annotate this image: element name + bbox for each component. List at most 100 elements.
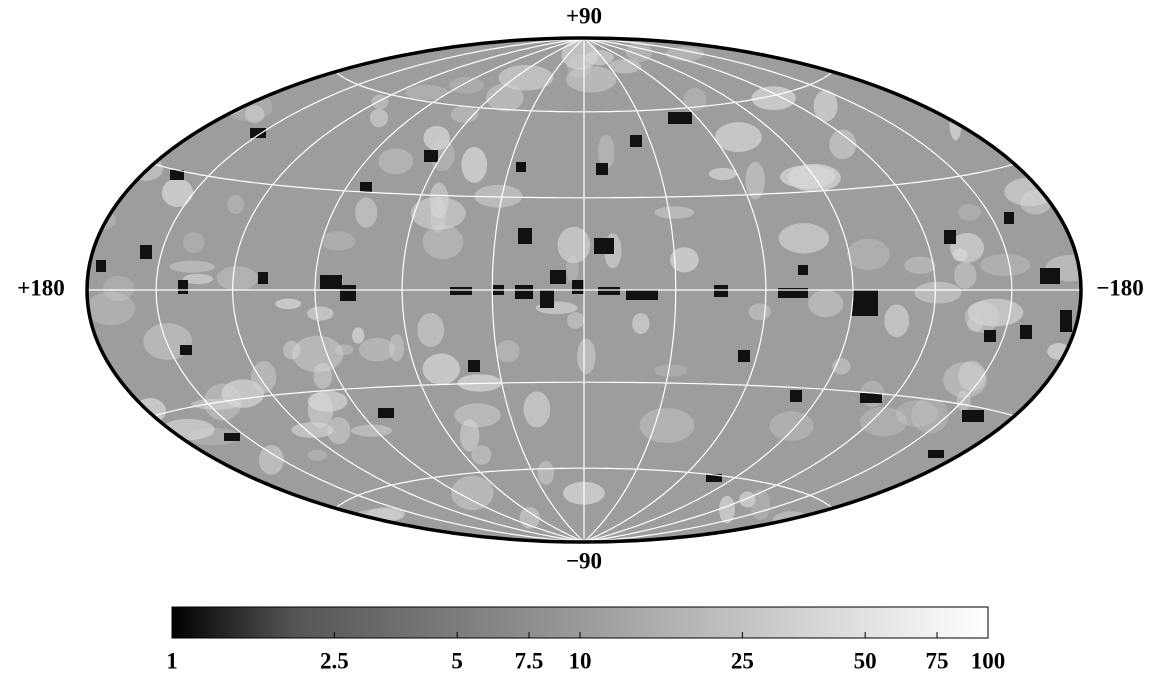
light-patch — [780, 165, 836, 189]
light-patch — [895, 400, 938, 427]
light-patch — [832, 358, 851, 375]
light-patch — [422, 353, 460, 385]
light-patch — [227, 194, 245, 215]
light-patch — [410, 197, 466, 230]
light-patch — [861, 524, 879, 542]
meridian — [583, 38, 1013, 542]
light-patch — [307, 449, 328, 461]
light-patch — [87, 291, 136, 326]
light-patch — [561, 39, 599, 70]
light-patch — [739, 491, 756, 508]
light-patch — [143, 323, 193, 360]
light-patch — [778, 223, 830, 254]
light-patch — [748, 303, 771, 321]
dark-patches — [96, 112, 1072, 482]
light-patch — [565, 66, 617, 93]
light-patch — [275, 298, 302, 310]
light-patch — [639, 407, 695, 443]
meridian — [583, 38, 854, 542]
light-patch — [860, 407, 908, 437]
map-outline — [85, 36, 1083, 544]
light-patch — [161, 178, 193, 208]
light-patch — [182, 231, 205, 253]
light-patch — [719, 495, 735, 524]
meridian — [314, 38, 585, 542]
light-patch — [598, 134, 615, 169]
light-patch — [306, 306, 334, 321]
colorbar-tick-label: 75 — [926, 648, 949, 673]
light-patch — [1072, 38, 1081, 56]
light-patch — [258, 444, 284, 475]
light-patch — [967, 316, 984, 332]
light-patch — [216, 266, 258, 291]
meridian — [231, 38, 585, 542]
light-patch — [1011, 435, 1042, 448]
light-patch — [91, 92, 118, 118]
light-patch — [191, 398, 241, 410]
light-patch — [1061, 354, 1080, 384]
light-patch — [1030, 38, 1062, 57]
light-patch — [237, 46, 292, 84]
light-patch — [102, 275, 135, 302]
light-patch — [405, 84, 448, 100]
map-body — [87, 38, 1081, 542]
light-patch — [226, 509, 243, 542]
light-patch — [991, 111, 1012, 136]
light-patch — [182, 273, 214, 285]
light-patch — [351, 424, 393, 437]
light-patch — [244, 105, 265, 124]
light-patch — [355, 38, 387, 56]
colorbar-tick-label: 7.5 — [515, 648, 544, 673]
light-patch — [964, 301, 1000, 333]
light-patch — [566, 311, 585, 329]
light-patch — [459, 419, 480, 452]
label-right: −180 — [1096, 275, 1144, 300]
light-patch — [914, 281, 962, 304]
light-patch — [813, 90, 838, 122]
light-patch — [313, 363, 333, 389]
light-patch — [283, 340, 301, 360]
light-patch — [451, 475, 494, 511]
light-patch — [778, 40, 802, 54]
light-patch — [87, 181, 105, 215]
light-patch — [169, 260, 215, 273]
light-patch — [496, 339, 520, 363]
light-patch — [486, 83, 524, 112]
colorbar-tick-label: 50 — [854, 648, 877, 673]
light-patch — [846, 238, 890, 271]
light-patch — [461, 146, 488, 183]
light-patch — [943, 362, 987, 398]
light-patch — [423, 125, 450, 151]
light-patch — [355, 197, 378, 228]
light-patch — [665, 47, 705, 61]
light-patch — [378, 148, 414, 175]
light-patch — [448, 76, 484, 94]
light-patch — [577, 338, 596, 375]
light-patch — [708, 167, 737, 181]
label-south: −90 — [566, 548, 602, 573]
light-patch — [1051, 38, 1068, 57]
light-patch — [523, 391, 551, 428]
light-patch — [884, 304, 910, 338]
light-patch — [829, 129, 857, 160]
light-patch — [389, 333, 405, 362]
light-patch — [474, 184, 523, 208]
light-patch — [750, 489, 771, 521]
light-patch — [450, 105, 479, 123]
colorbar-ticks: 1 2.5 5 7.5 10 25 50 75 100 — [166, 632, 1005, 673]
light-patch — [967, 298, 1024, 327]
meridian — [491, 38, 585, 542]
light-patch — [654, 206, 695, 219]
meridian — [155, 38, 585, 542]
light-patch — [1056, 156, 1072, 189]
colorbar-tick-label: 5 — [451, 648, 463, 673]
label-left: +180 — [17, 275, 65, 300]
meridian — [401, 38, 585, 542]
light-patch — [670, 247, 699, 273]
light-patch — [233, 38, 273, 47]
light-patch — [292, 335, 344, 373]
light-patch — [189, 42, 237, 53]
light-patch — [230, 77, 269, 97]
light-patch — [327, 417, 351, 445]
light-patch — [454, 403, 501, 428]
